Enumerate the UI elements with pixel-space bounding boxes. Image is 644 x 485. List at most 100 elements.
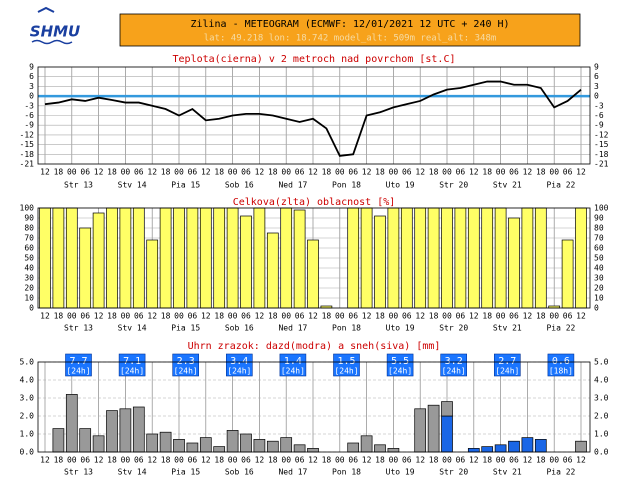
y-tick-label-right: -18 bbox=[594, 150, 609, 159]
x-tick-label: 12 bbox=[469, 312, 479, 321]
bar bbox=[65, 207, 78, 309]
plot-frame bbox=[37, 361, 591, 453]
x-tick-label: 12 bbox=[523, 168, 533, 177]
bar bbox=[387, 207, 400, 309]
bar bbox=[400, 207, 413, 309]
bar bbox=[307, 239, 319, 309]
x-tick-label: 06 bbox=[295, 168, 305, 177]
bar bbox=[441, 207, 453, 309]
precip-bar bbox=[240, 433, 252, 453]
x-tick-label: 06 bbox=[188, 312, 198, 321]
daily-total: 0.6 bbox=[552, 356, 570, 367]
day-label: Str 20 bbox=[439, 468, 468, 477]
x-tick-label: 06 bbox=[134, 168, 144, 177]
x-tick-label: 00 bbox=[228, 456, 238, 465]
y-tick-label: -6 bbox=[24, 111, 34, 120]
bar bbox=[213, 207, 226, 309]
x-tick-label: 06 bbox=[188, 456, 198, 465]
x-tick-label: 00 bbox=[174, 168, 184, 177]
x-tick-label: 06 bbox=[241, 168, 251, 177]
precip-bar bbox=[441, 401, 453, 417]
y-tick-label: 100 bbox=[20, 204, 35, 213]
x-tick-label: 00 bbox=[389, 312, 399, 321]
bar bbox=[92, 212, 105, 309]
plot-frame bbox=[37, 66, 591, 165]
y-tick-label: 40 bbox=[24, 264, 34, 273]
header-box bbox=[119, 13, 581, 47]
x-tick-label: 06 bbox=[80, 312, 90, 321]
precip-bar bbox=[106, 410, 118, 453]
precip-bar bbox=[374, 444, 386, 453]
x-tick-label: 06 bbox=[295, 456, 305, 465]
x-tick-label: 18 bbox=[482, 312, 492, 321]
x-tick-label: 18 bbox=[536, 168, 546, 177]
x-tick-label: 06 bbox=[402, 168, 412, 177]
precip-bar bbox=[575, 440, 587, 453]
bar bbox=[481, 207, 494, 309]
daily-period: [24h] bbox=[442, 367, 466, 376]
y-tick-label-right: -21 bbox=[594, 160, 609, 169]
x-tick-label: 12 bbox=[201, 456, 211, 465]
day-label: Stv 14 bbox=[118, 181, 147, 190]
x-tick-label: 00 bbox=[335, 168, 345, 177]
y-tick-label: 30 bbox=[24, 274, 34, 283]
x-tick-label: 12 bbox=[308, 312, 318, 321]
header-title: Zilina - METEOGRAM (ECMWF: 12/01/2021 12… bbox=[190, 19, 509, 30]
precip-bar bbox=[146, 433, 159, 453]
precip-bar bbox=[441, 415, 453, 453]
x-tick-label: 00 bbox=[121, 312, 131, 321]
x-tick-label: 18 bbox=[107, 456, 117, 465]
bar bbox=[119, 207, 132, 309]
logo-text: SHMU bbox=[30, 23, 80, 41]
bar bbox=[240, 215, 252, 309]
x-tick-label: 18 bbox=[482, 456, 492, 465]
plot-frame bbox=[37, 207, 591, 309]
bar bbox=[414, 207, 427, 309]
x-tick-label: 18 bbox=[54, 168, 64, 177]
x-tick-label: 06 bbox=[402, 456, 412, 465]
daily-total-box bbox=[65, 353, 92, 377]
day-label: Str 13 bbox=[64, 324, 93, 333]
temperature-line bbox=[44, 80, 582, 157]
y-tick-label-right: -6 bbox=[594, 111, 604, 120]
x-tick-label: 18 bbox=[429, 312, 439, 321]
x-tick-label: 00 bbox=[549, 168, 559, 177]
daily-total-box bbox=[493, 353, 521, 377]
y-tick-label-right: -12 bbox=[594, 130, 609, 139]
day-label: Ned 17 bbox=[278, 181, 307, 190]
y-tick-label: 4.0 bbox=[20, 376, 35, 385]
x-tick-label: 12 bbox=[362, 312, 372, 321]
x-tick-label: 12 bbox=[40, 456, 50, 465]
x-tick-label: 00 bbox=[335, 312, 345, 321]
bar bbox=[132, 207, 145, 309]
x-tick-label: 12 bbox=[523, 312, 533, 321]
x-tick-label: 12 bbox=[362, 456, 372, 465]
precip-bar bbox=[427, 404, 440, 453]
x-tick-label: 12 bbox=[362, 168, 372, 177]
x-tick-label: 18 bbox=[268, 312, 278, 321]
x-tick-label: 18 bbox=[161, 168, 171, 177]
x-tick-label: 00 bbox=[67, 168, 77, 177]
y-tick-label: 80 bbox=[24, 224, 34, 233]
precip-bar bbox=[508, 440, 520, 453]
x-tick-label: 00 bbox=[67, 312, 77, 321]
x-tick-label: 18 bbox=[107, 168, 117, 177]
x-tick-label: 12 bbox=[576, 168, 586, 177]
x-tick-label: 06 bbox=[348, 312, 358, 321]
y-tick-label-right: 9 bbox=[594, 63, 599, 72]
y-tick-label: 20 bbox=[24, 284, 34, 293]
daily-total: 2.3 bbox=[177, 356, 195, 367]
x-tick-label: 06 bbox=[134, 312, 144, 321]
daily-total: 7.7 bbox=[69, 356, 87, 367]
x-tick-label: 00 bbox=[496, 456, 506, 465]
day-label: Pia 22 bbox=[546, 324, 575, 333]
bar bbox=[266, 232, 279, 309]
y-tick-label-right: 80 bbox=[594, 224, 604, 233]
precip-bar bbox=[280, 437, 293, 453]
y-tick-label-right: -15 bbox=[594, 140, 609, 149]
precip-bar bbox=[65, 394, 78, 453]
bar bbox=[159, 207, 172, 309]
y-tick-label: -9 bbox=[24, 121, 34, 130]
x-tick-label: 18 bbox=[322, 456, 332, 465]
logo-roof bbox=[37, 6, 55, 13]
